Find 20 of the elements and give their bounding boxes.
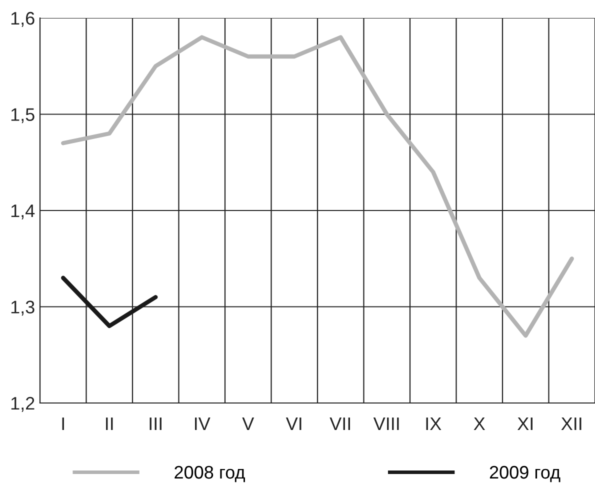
y-tick-label: 1,6 (11, 12, 34, 27)
y-tick-label: 1,3 (11, 300, 34, 316)
x-tick-label: VII (330, 418, 350, 430)
x-tick-label: I (62, 418, 64, 430)
legend-label: 2008 год (174, 466, 245, 482)
x-tick-label: VIII (373, 418, 399, 430)
x-tick-label: XI (518, 418, 532, 430)
y-tick-label: 1,2 (11, 396, 34, 412)
x-tick-label: V (242, 418, 254, 430)
x-tick-label: IV (195, 418, 210, 430)
y-tick-label: 1,5 (11, 108, 34, 124)
x-tick-label: XII (561, 418, 582, 430)
x-tick-label: VI (286, 418, 302, 430)
x-tick-label: IX (426, 418, 442, 430)
line-series (61, 35, 574, 338)
y-tick-label: 1,4 (11, 204, 35, 220)
x-tick-label: II (106, 418, 113, 430)
x-tick-label: III (150, 418, 162, 430)
x-tick-label: X (474, 418, 486, 430)
legend-label: 2009 год (490, 466, 560, 482)
